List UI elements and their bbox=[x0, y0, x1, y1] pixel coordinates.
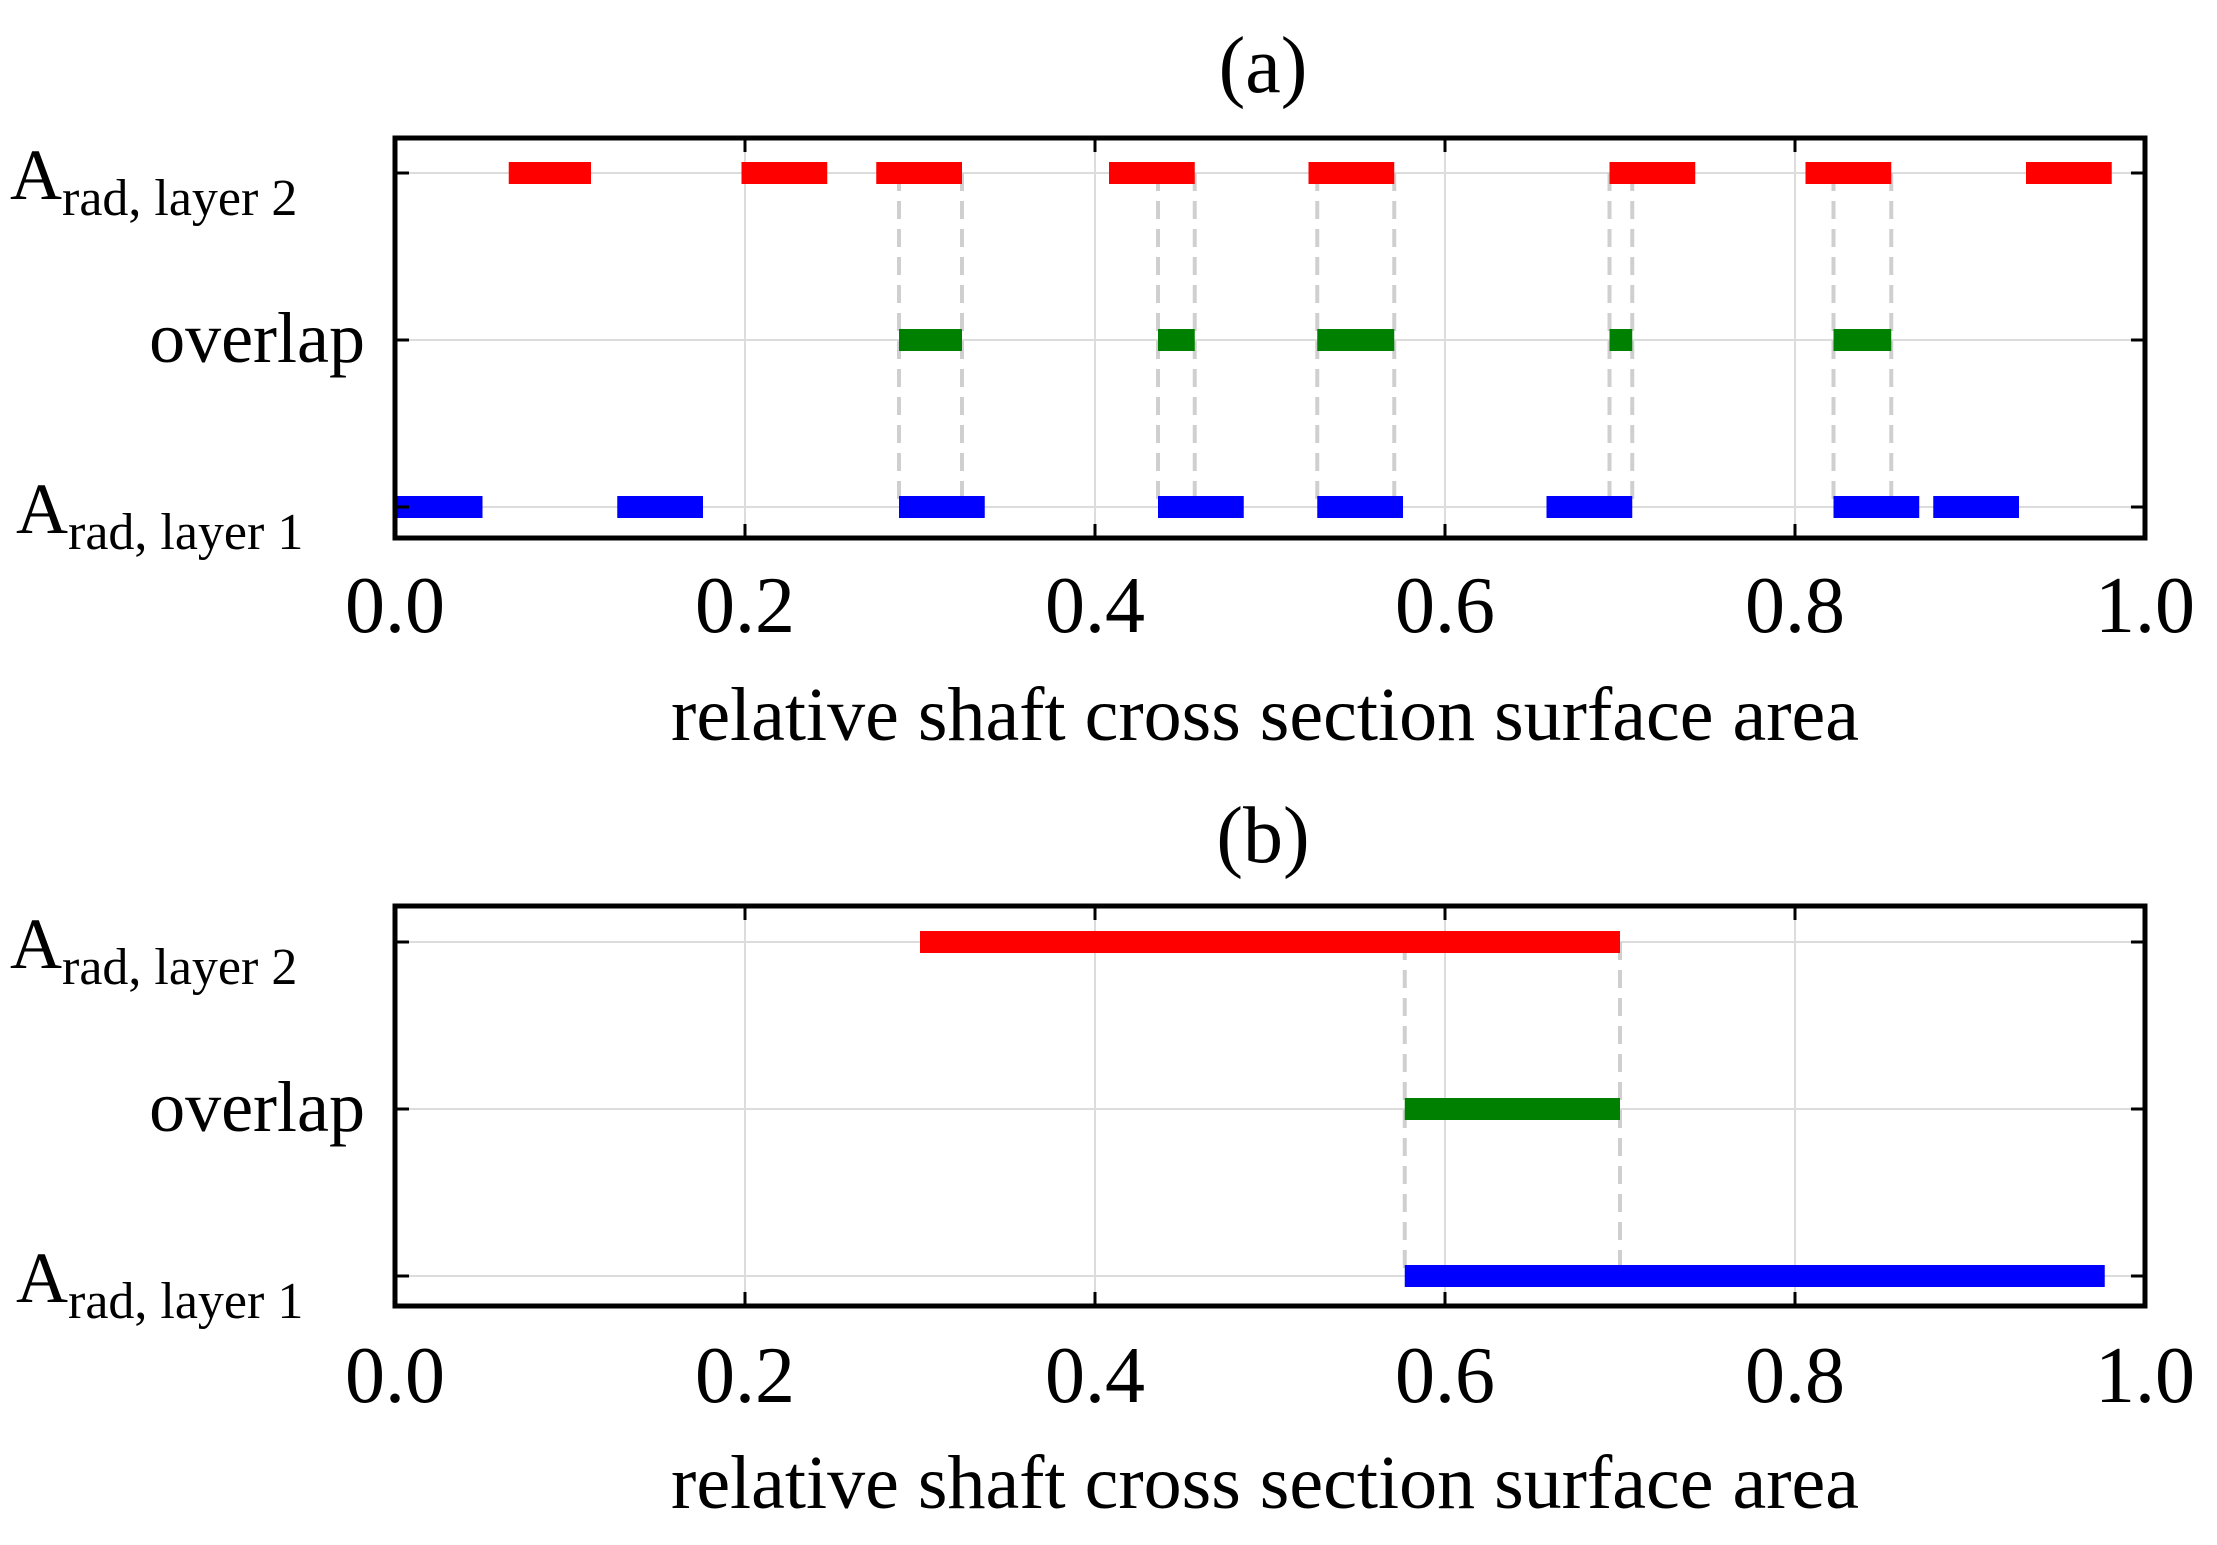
interval-bar-overlap bbox=[1158, 329, 1195, 351]
interval-bar-layer2 bbox=[1609, 162, 1696, 184]
panel-a-x-tick-labels: 0.0 0.2 0.4 0.6 0.8 1.0 bbox=[345, 562, 2195, 650]
interval-bar-overlap bbox=[1609, 329, 1633, 351]
row-label-overlap: overlap bbox=[149, 1067, 365, 1147]
row-label-layer2: Arad, layer 2 bbox=[10, 904, 297, 996]
x-tick-label: 0.8 bbox=[1745, 562, 1845, 650]
interval-bar-layer2 bbox=[508, 162, 591, 184]
interval-bar-overlap bbox=[1404, 1098, 1620, 1120]
interval-bar-layer1 bbox=[1933, 496, 2019, 518]
panel-a-row-labels: Arad, layer 2 overlap Arad, layer 1 bbox=[10, 135, 365, 561]
x-tick-label: 0.2 bbox=[695, 1332, 795, 1420]
panel-b-row-labels: Arad, layer 2 overlap Arad, layer 1 bbox=[10, 904, 365, 1330]
x-tick-label: 1.0 bbox=[2095, 1332, 2195, 1420]
row-label-layer1: Arad, layer 1 bbox=[16, 469, 303, 561]
x-tick-label: 0.6 bbox=[1395, 1332, 1495, 1420]
interval-bar-layer2 bbox=[2026, 162, 2112, 184]
interval-bar-layer1 bbox=[1833, 496, 1920, 518]
interval-bar-layer2 bbox=[876, 162, 962, 184]
interval-bar-layer1 bbox=[1158, 496, 1244, 518]
x-tick-label: 0.6 bbox=[1395, 562, 1495, 650]
x-tick-label: 1.0 bbox=[2095, 562, 2195, 650]
interval-bar-overlap bbox=[899, 329, 962, 351]
panel-b-x-tick-labels: 0.0 0.2 0.4 0.6 0.8 1.0 bbox=[345, 1332, 2195, 1420]
panel-b-plot-frame bbox=[392, 903, 2148, 1309]
x-tick-label: 0.4 bbox=[1045, 1332, 1145, 1420]
row-label-layer2: Arad, layer 2 bbox=[10, 135, 297, 227]
panel-b-grid bbox=[394, 906, 2146, 1306]
interval-bar-layer2 bbox=[1109, 162, 1195, 184]
panel-b: (b) Arad, layer 2 overlap Arad, layer 1 … bbox=[10, 792, 2195, 1525]
interval-bar-layer2 bbox=[1308, 162, 1395, 184]
interval-bar-layer1 bbox=[899, 496, 985, 518]
row-label-layer1: Arad, layer 1 bbox=[16, 1238, 303, 1330]
panel-a-ticks bbox=[393, 138, 2147, 538]
x-tick-label: 0.2 bbox=[695, 562, 795, 650]
panel-a-bars bbox=[395, 162, 2112, 518]
interval-bar-overlap bbox=[1833, 329, 1892, 351]
panel-b-title: (b) bbox=[1216, 792, 1309, 880]
panel-a-title: (a) bbox=[1219, 22, 1308, 110]
x-tick-label: 0.8 bbox=[1745, 1332, 1845, 1420]
interval-bar-layer1 bbox=[1404, 1265, 2105, 1287]
x-tick-label: 0.4 bbox=[1045, 562, 1145, 650]
interval-bar-layer2 bbox=[741, 162, 828, 184]
interval-bar-layer1 bbox=[1546, 496, 1633, 518]
interval-bar-layer1 bbox=[1317, 496, 1403, 518]
row-label-overlap: overlap bbox=[149, 298, 365, 378]
interval-bar-overlap bbox=[1317, 329, 1395, 351]
panel-a: (a) Arad, layer 2 overlap Arad, layer 1 … bbox=[10, 22, 2195, 757]
interval-bar-layer1 bbox=[617, 496, 703, 518]
panel-b-x-axis-label: relative shaft cross section surface are… bbox=[671, 1441, 1859, 1525]
panel-b-bars bbox=[920, 931, 2105, 1287]
x-tick-label: 0.0 bbox=[345, 562, 445, 650]
panel-a-plot-frame bbox=[392, 135, 2148, 541]
panel-b-ticks bbox=[393, 906, 2147, 1306]
interval-bar-layer2 bbox=[920, 931, 1620, 953]
panel-a-x-axis-label: relative shaft cross section surface are… bbox=[671, 673, 1859, 757]
interval-bar-layer2 bbox=[1805, 162, 1892, 184]
interval-bar-layer1 bbox=[395, 496, 483, 518]
x-tick-label: 0.0 bbox=[345, 1332, 445, 1420]
